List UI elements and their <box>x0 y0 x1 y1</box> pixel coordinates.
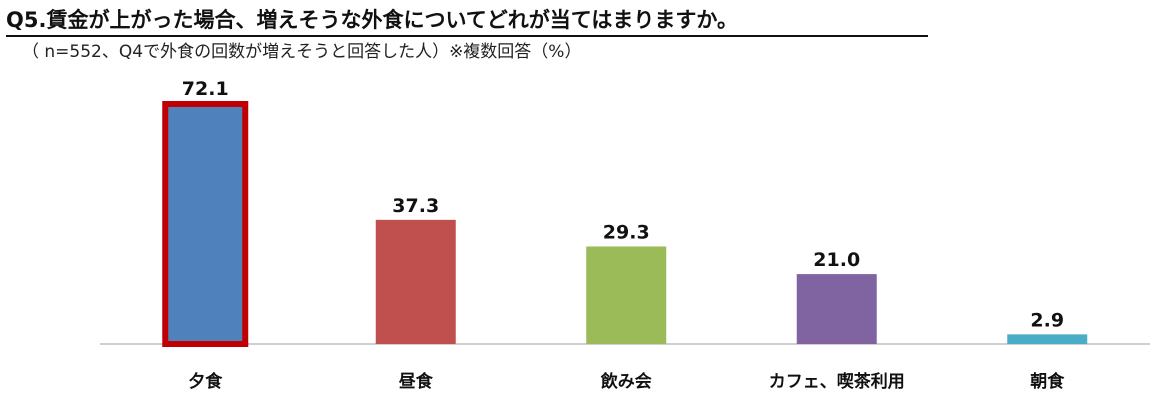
bars-group: 72.1 夕食 37.3 昼食 29.3 飲み会 21.0 カフェ、喫茶利用 2.9 朝食 <box>162 78 1088 392</box>
bar-2 <box>586 246 667 344</box>
category-label-3: カフェ、喫茶利用 <box>769 371 905 392</box>
data-label-0: 72.1 <box>182 78 229 100</box>
category-label-4: 朝食 <box>1030 371 1065 392</box>
chart-title: Q5.賃金が上がった場合、増えそうな外食についてどれが当てはまりますか。 <box>6 8 738 32</box>
bar-0 <box>162 101 249 347</box>
category-label-2: 飲み会 <box>600 371 652 392</box>
title-underline <box>6 35 928 37</box>
bar-3 <box>796 274 877 344</box>
bar-1 <box>375 219 456 344</box>
chart-subtitle: （ n=552、Q4で外食の回数が増えそうと回答した人）※複数回答（%） <box>22 42 582 62</box>
data-label-4: 2.9 <box>1030 309 1064 331</box>
data-label-1: 37.3 <box>392 195 439 217</box>
bar-4 <box>1007 334 1088 344</box>
category-label-0: 夕食 <box>188 371 223 392</box>
data-label-3: 21.0 <box>813 249 860 271</box>
data-label-2: 29.3 <box>603 221 650 243</box>
category-label-1: 昼食 <box>399 371 434 392</box>
